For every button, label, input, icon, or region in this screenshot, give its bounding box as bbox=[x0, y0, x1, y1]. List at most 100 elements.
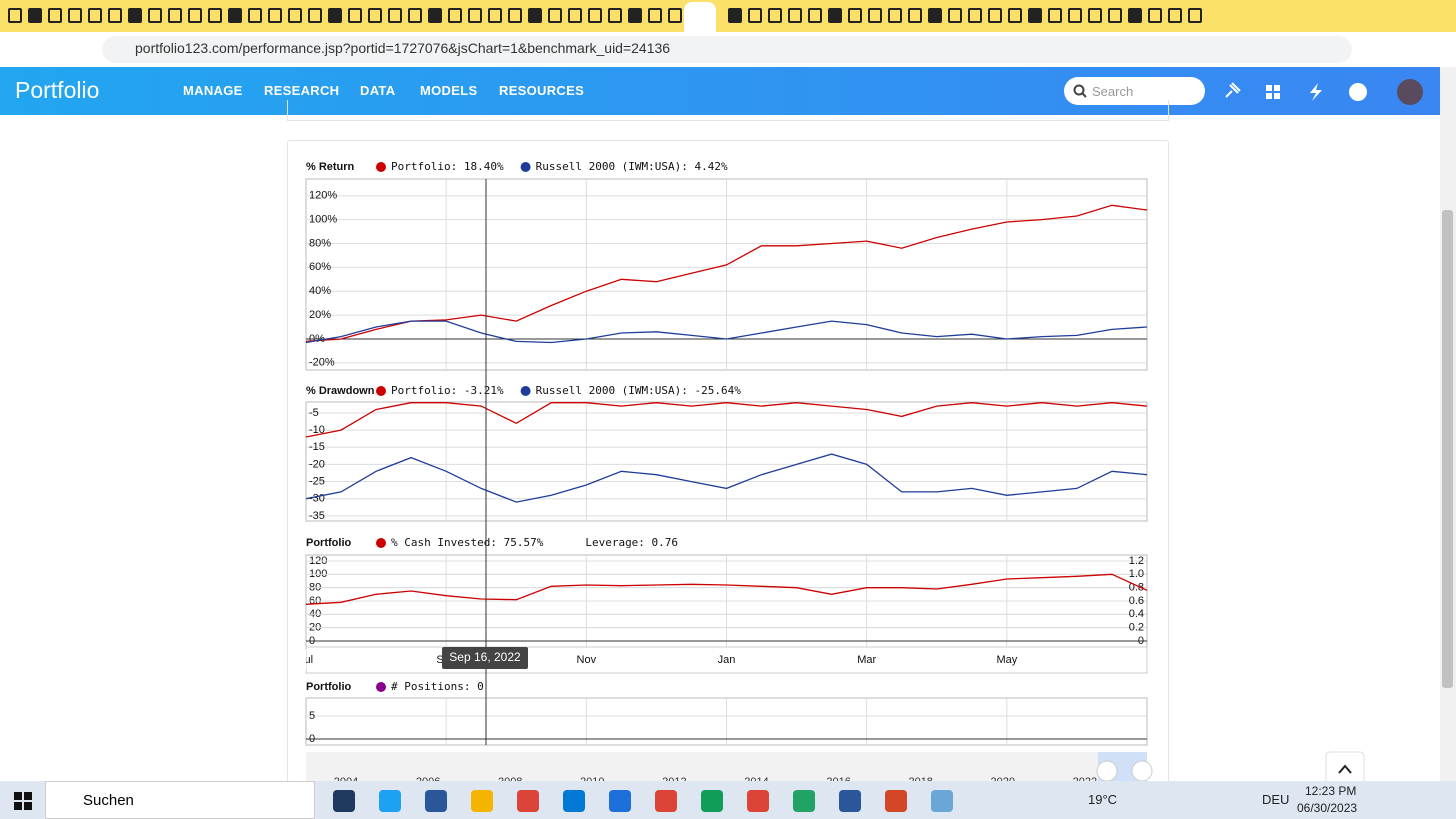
tab-icon[interactable] bbox=[868, 8, 882, 23]
apps-icon[interactable] bbox=[1266, 85, 1272, 91]
tab-icon[interactable] bbox=[188, 8, 202, 23]
tab-icon[interactable] bbox=[728, 8, 742, 23]
taskbar-app[interactable] bbox=[517, 790, 539, 812]
tab-icon[interactable] bbox=[888, 8, 902, 23]
tab-icon[interactable] bbox=[1168, 8, 1182, 23]
tab-icon[interactable] bbox=[1008, 8, 1022, 23]
tab-icon[interactable] bbox=[388, 8, 402, 23]
taskbar-app[interactable] bbox=[471, 790, 493, 812]
taskbar-app[interactable] bbox=[701, 790, 723, 812]
active-tab[interactable] bbox=[684, 2, 716, 32]
tab-icon[interactable] bbox=[548, 8, 562, 23]
tab-icon[interactable] bbox=[308, 8, 322, 23]
search-box[interactable]: Search bbox=[1064, 77, 1205, 105]
tab-icon[interactable] bbox=[928, 8, 942, 23]
tab-icon[interactable] bbox=[988, 8, 1002, 23]
tab-icon[interactable] bbox=[88, 8, 102, 23]
taskbar-app[interactable] bbox=[655, 790, 677, 812]
tab-icon[interactable] bbox=[668, 8, 682, 23]
tab-icon[interactable] bbox=[368, 8, 382, 23]
taskbar-app[interactable] bbox=[563, 790, 585, 812]
tab-icon[interactable] bbox=[248, 8, 262, 23]
tab-icon[interactable] bbox=[468, 8, 482, 23]
nav-item[interactable]: DATA bbox=[360, 83, 396, 98]
taskbar-app[interactable] bbox=[839, 790, 861, 812]
tab-icon[interactable] bbox=[768, 8, 782, 23]
tab-icon[interactable] bbox=[268, 8, 282, 23]
tab-icon[interactable] bbox=[1128, 8, 1142, 23]
y-tick-label: -5 bbox=[309, 407, 319, 419]
tab-icon[interactable] bbox=[628, 8, 642, 23]
tab-icon[interactable] bbox=[428, 8, 442, 23]
y-tick-label: 0.8 bbox=[1129, 582, 1144, 594]
tab-icon[interactable] bbox=[808, 8, 822, 23]
tab-icon[interactable] bbox=[1068, 8, 1082, 23]
tab-icon[interactable] bbox=[168, 8, 182, 23]
nav-item[interactable]: RESEARCH bbox=[264, 83, 340, 98]
logo[interactable]: Portfolio bbox=[15, 77, 100, 103]
navigator-handle[interactable] bbox=[1131, 760, 1153, 781]
nav-item[interactable]: MANAGE bbox=[183, 83, 243, 98]
tab-icon[interactable] bbox=[1108, 8, 1122, 23]
tab-icon[interactable] bbox=[348, 8, 362, 23]
tab-icon[interactable] bbox=[908, 8, 922, 23]
clock-time[interactable]: 12:23 PM bbox=[1305, 784, 1357, 798]
bolt-icon[interactable] bbox=[1310, 83, 1322, 101]
taskbar-app[interactable] bbox=[333, 790, 355, 812]
url[interactable]: portfolio123.com/performance.jsp?portid=… bbox=[135, 40, 671, 56]
tab-icon[interactable] bbox=[28, 8, 42, 23]
language[interactable]: DEU bbox=[1262, 792, 1290, 807]
pin-icon[interactable] bbox=[1225, 82, 1241, 98]
tab-icon[interactable] bbox=[568, 8, 582, 23]
tab-icon[interactable] bbox=[408, 8, 422, 23]
start-button[interactable] bbox=[14, 792, 32, 810]
taskbar-app[interactable] bbox=[747, 790, 769, 812]
nav-item[interactable]: RESOURCES bbox=[499, 83, 585, 98]
tab-icon[interactable] bbox=[1148, 8, 1162, 23]
tab-icon[interactable] bbox=[328, 8, 342, 23]
tab-icon[interactable] bbox=[1028, 8, 1042, 23]
tab-icon[interactable] bbox=[108, 8, 122, 23]
avatar[interactable] bbox=[1397, 79, 1423, 105]
tab-icon[interactable] bbox=[948, 8, 962, 23]
tab-icon[interactable] bbox=[828, 8, 842, 23]
tab-icon[interactable] bbox=[528, 8, 542, 23]
tab-icon[interactable] bbox=[848, 8, 862, 23]
tab-icon[interactable] bbox=[68, 8, 82, 23]
scroll-thumb[interactable] bbox=[1442, 210, 1453, 688]
tab-icon[interactable] bbox=[648, 8, 662, 23]
tab-icon[interactable] bbox=[288, 8, 302, 23]
tab-icon[interactable] bbox=[788, 8, 802, 23]
clock-date[interactable]: 06/30/2023 bbox=[1297, 801, 1358, 815]
taskbar-app[interactable] bbox=[379, 790, 401, 812]
taskbar-app[interactable] bbox=[609, 790, 631, 812]
tab-icon[interactable] bbox=[128, 8, 142, 23]
tab-icon[interactable] bbox=[148, 8, 162, 23]
help-icon[interactable] bbox=[1349, 83, 1367, 101]
tab-icon[interactable] bbox=[748, 8, 762, 23]
taskbar-app[interactable] bbox=[793, 790, 815, 812]
taskbar-app[interactable] bbox=[885, 790, 907, 812]
tab-icon[interactable] bbox=[228, 8, 242, 23]
tab-icon[interactable] bbox=[508, 8, 522, 23]
tab-icon[interactable] bbox=[208, 8, 222, 23]
tab-icon[interactable] bbox=[608, 8, 622, 23]
tab-icon[interactable] bbox=[8, 8, 22, 23]
tab-icon[interactable] bbox=[1188, 8, 1202, 23]
url-field[interactable] bbox=[102, 36, 1352, 63]
tab-icon[interactable] bbox=[488, 8, 502, 23]
legend-label: Russell 2000 (IWM:USA): 4.42% bbox=[536, 160, 728, 173]
tab-icon[interactable] bbox=[968, 8, 982, 23]
nav-item[interactable]: MODELS bbox=[420, 83, 478, 98]
y-tick-label: 1.2 bbox=[1129, 555, 1144, 567]
taskbar-search[interactable]: Suchen bbox=[45, 781, 315, 819]
taskbar-app[interactable] bbox=[931, 790, 953, 812]
tab-icon[interactable] bbox=[48, 8, 62, 23]
weather[interactable]: 19°C bbox=[1088, 792, 1118, 807]
tab-icon[interactable] bbox=[448, 8, 462, 23]
tab-icon[interactable] bbox=[1048, 8, 1062, 23]
tab-icon[interactable] bbox=[1088, 8, 1102, 23]
navigator-handle[interactable] bbox=[1096, 760, 1118, 781]
taskbar-app[interactable] bbox=[425, 790, 447, 812]
tab-icon[interactable] bbox=[588, 8, 602, 23]
